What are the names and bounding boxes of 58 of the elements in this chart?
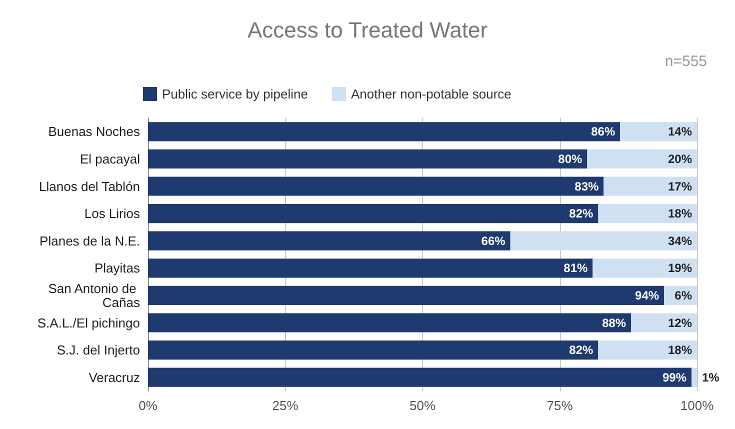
y-tick-label: Buenas Noches	[48, 124, 140, 140]
bar	[587, 149, 697, 169]
data-label: 1%	[702, 370, 720, 384]
text: n=555	[664, 53, 708, 70]
data-label: 17%	[668, 179, 692, 194]
bar	[598, 204, 697, 224]
bar	[598, 340, 697, 360]
data-label: 80%	[558, 152, 583, 166]
bar	[148, 204, 598, 224]
bar	[148, 286, 664, 306]
x-tick-label: 75%	[546, 398, 574, 413]
data-label: 86%	[591, 124, 616, 139]
data-label: 94%	[635, 288, 660, 302]
bar	[148, 340, 598, 360]
y-tick-label: S.J. del Injerto	[56, 342, 140, 358]
data-label: 6%	[674, 288, 692, 302]
bar	[631, 313, 697, 332]
data-label: 82%	[569, 206, 594, 221]
y-tick-label: Playitas	[94, 260, 140, 276]
data-label: 34%	[668, 234, 692, 248]
data-label: 14%	[668, 124, 692, 139]
bar	[148, 313, 632, 332]
bar	[620, 122, 697, 142]
data-label: 81%	[564, 261, 588, 276]
x-tick-label: 50%	[409, 398, 436, 413]
bar	[148, 368, 692, 387]
bar	[148, 258, 593, 278]
data-label: 12%	[668, 316, 692, 330]
data-label: 20%	[668, 152, 692, 166]
data-label: 18%	[668, 343, 692, 358]
data-label: 82%	[569, 343, 594, 358]
y-tick-label: Planes de la N.E.	[40, 233, 140, 248]
data-label: 19%	[668, 261, 692, 276]
chart-title: Access to Treated Water	[247, 18, 488, 42]
data-label: 88%	[602, 316, 626, 330]
bar	[148, 176, 604, 196]
bar	[148, 231, 510, 250]
y-tick-label: El pacayal	[80, 151, 140, 166]
bar	[148, 122, 620, 142]
legend-label: Another non-potable source	[350, 86, 512, 102]
data-label: 66%	[481, 234, 506, 248]
y-tick-label: Los Lirios	[84, 206, 140, 222]
data-label: 18%	[668, 206, 692, 221]
bar	[148, 149, 588, 169]
bar	[692, 368, 697, 387]
data-label: 99%	[662, 370, 687, 384]
legend-label: Public service by pipeline	[162, 86, 308, 102]
x-tick-label: 25%	[272, 398, 299, 413]
y-tick-label: San Antonio de Cañas	[48, 280, 140, 310]
bar	[604, 176, 697, 196]
y-tick-label: Veracruz	[88, 370, 140, 385]
bar	[592, 258, 697, 278]
y-tick-label: Llanos del Tablón	[39, 178, 140, 194]
x-tick-label: 0%	[138, 398, 158, 413]
x-tick-label: 100%	[680, 398, 714, 413]
bar	[510, 231, 697, 250]
data-label: 83%	[574, 179, 599, 194]
y-tick-label: S.A.L./El pichingo	[37, 315, 140, 330]
